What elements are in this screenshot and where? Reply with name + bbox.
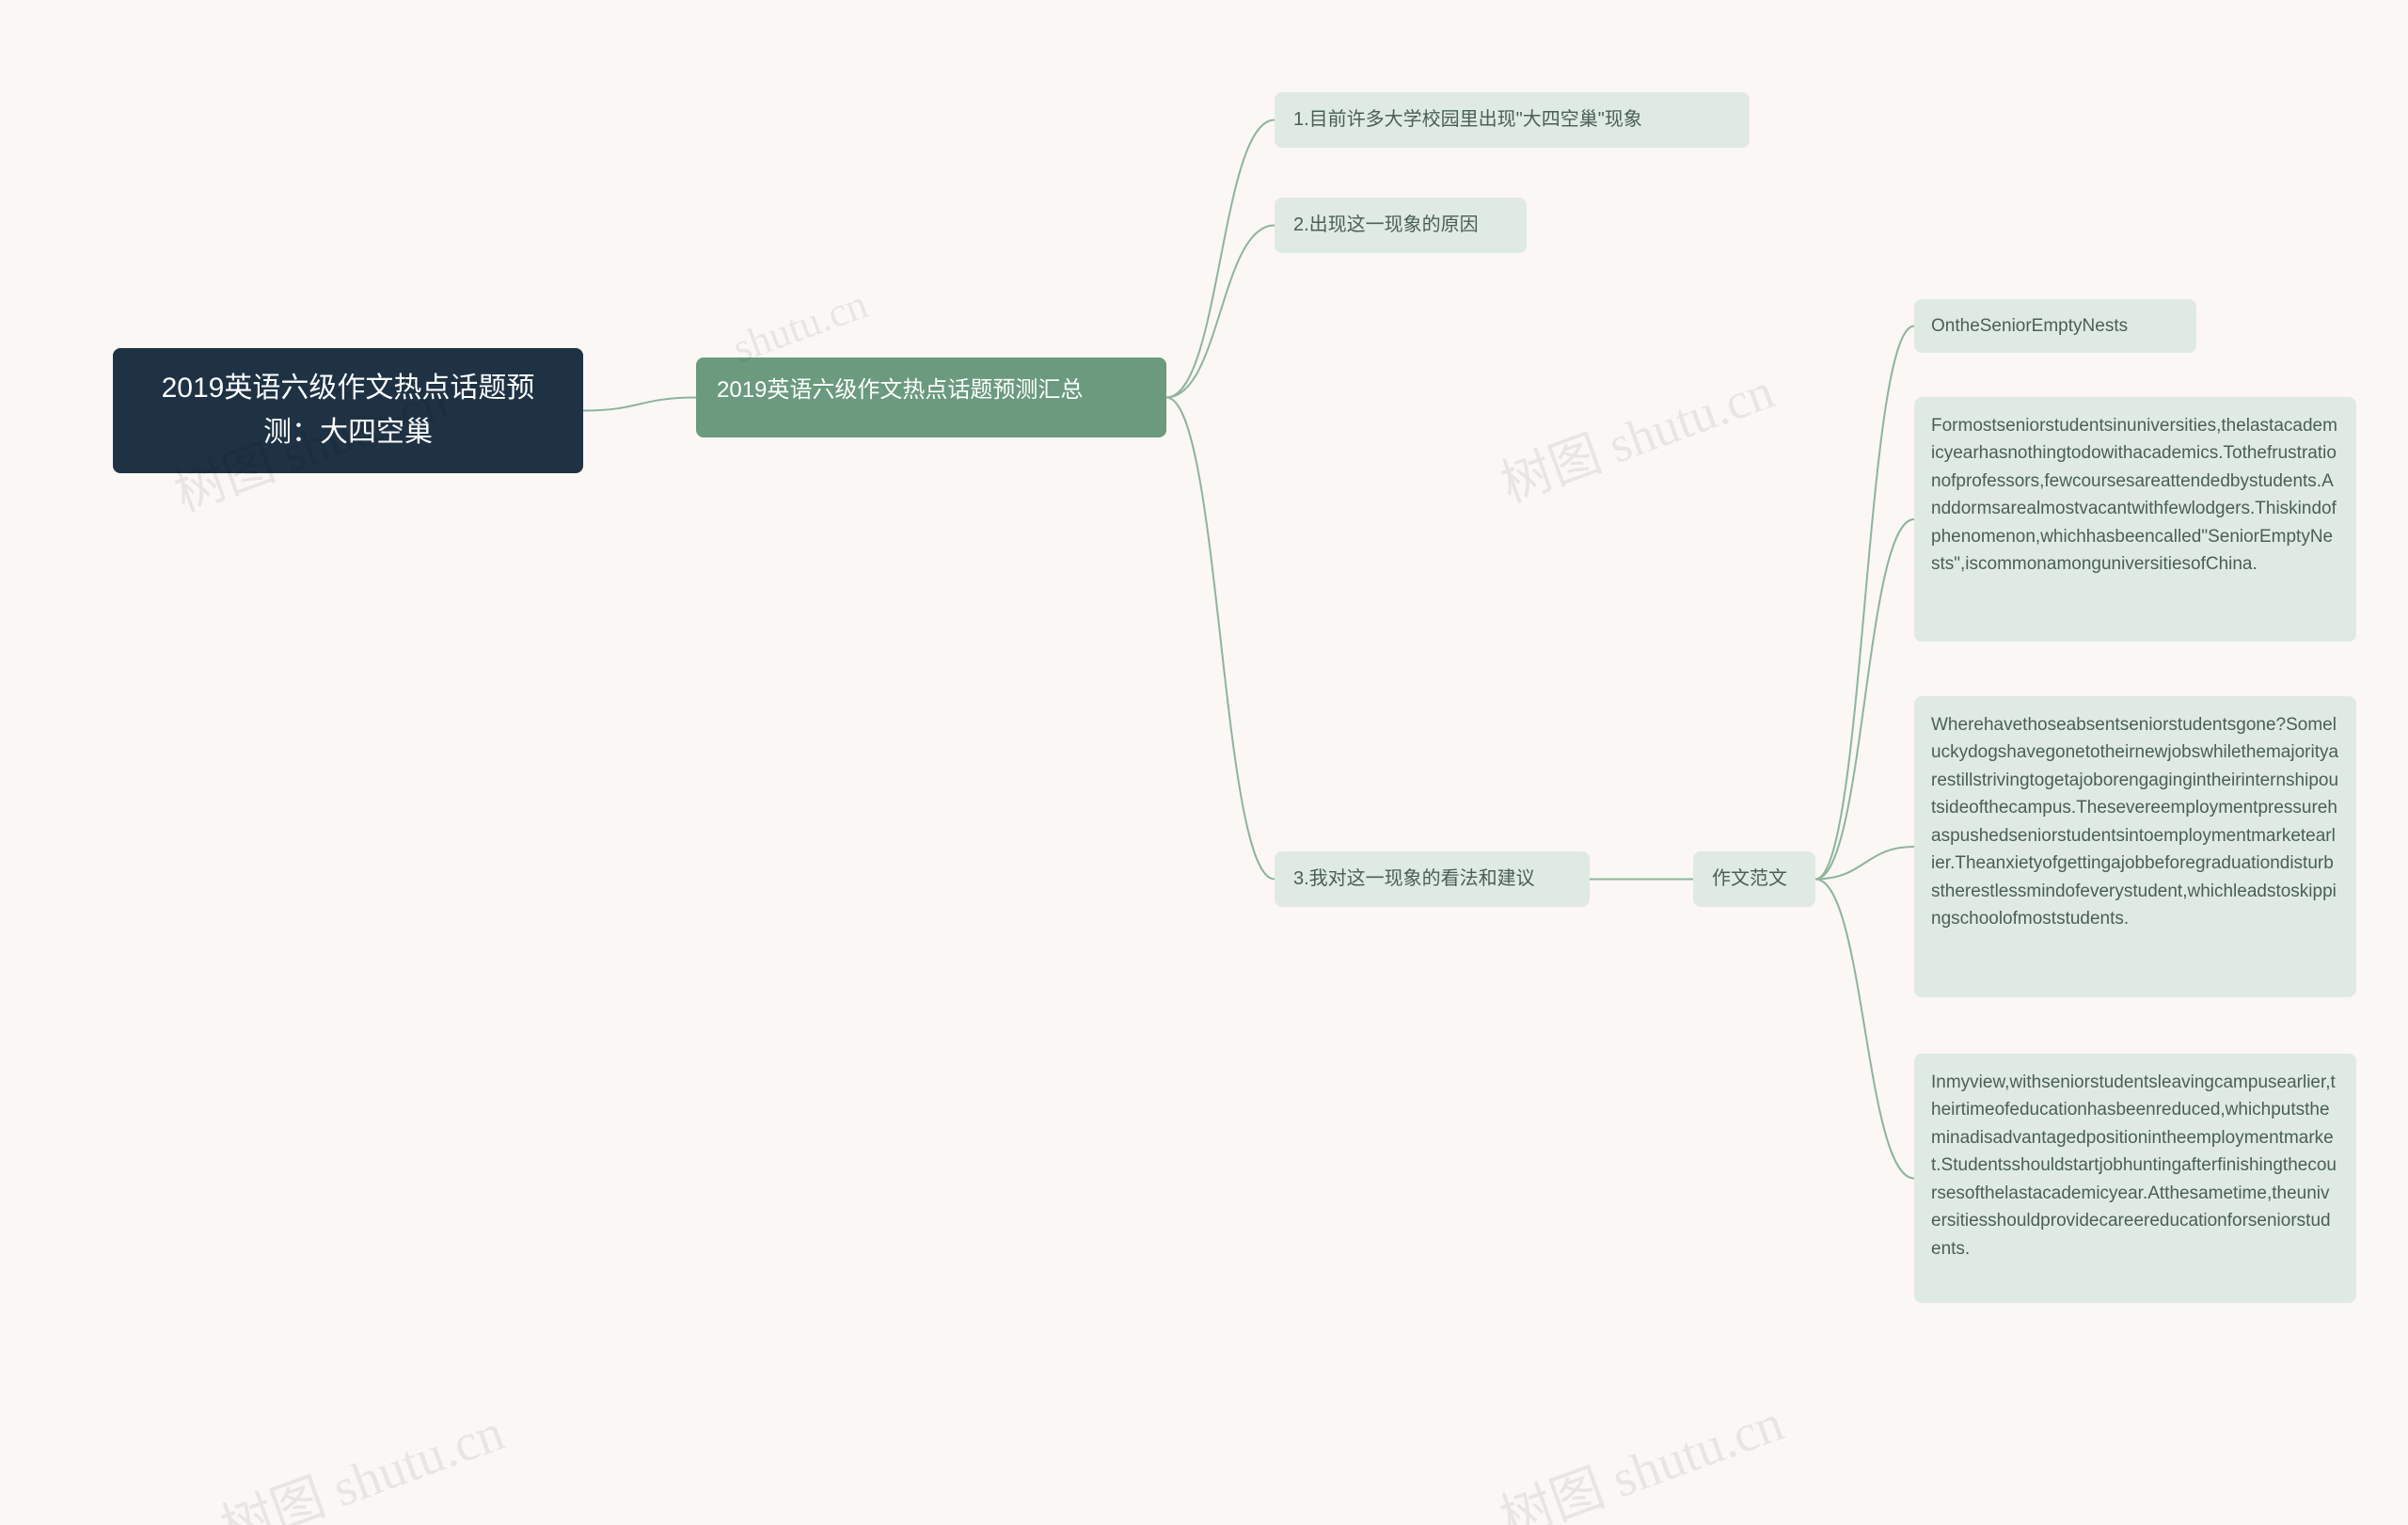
- watermark: 树图 shutu.cn: [209, 1390, 513, 1525]
- essay-para-2-node[interactable]: Wherehavethoseabsentseniorstudentsgone?S…: [1914, 696, 2356, 997]
- child-node-3-text: 3.我对这一现象的看法和建议: [1293, 868, 1535, 889]
- essay-para-1-node[interactable]: Formostseniorstudentsinuniversities,thel…: [1914, 397, 2356, 642]
- child-node-2-text: 2.出现这一现象的原因: [1293, 214, 1479, 235]
- child-node-1[interactable]: 1.目前许多大学校园里出现"大四空巢"现象: [1275, 92, 1750, 148]
- sample-essay-node[interactable]: 作文范文: [1693, 851, 1815, 907]
- edge: [1815, 326, 1914, 880]
- watermark: 树图 shutu.cn: [1488, 1380, 1792, 1525]
- summary-node[interactable]: 2019英语六级作文热点话题预测汇总: [696, 357, 1166, 437]
- edge: [583, 398, 696, 411]
- essay-para-3-text: Inmyview,withseniorstudentsleavingcampus…: [1931, 1072, 2337, 1259]
- root-node[interactable]: 2019英语六级作文热点话题预测：大四空巢: [113, 348, 583, 473]
- essay-para-3-node[interactable]: Inmyview,withseniorstudentsleavingcampus…: [1914, 1054, 2356, 1303]
- edge: [1815, 519, 1914, 880]
- essay-para-1-text: Formostseniorstudentsinuniversities,thel…: [1931, 416, 2337, 574]
- sample-essay-node-text: 作文范文: [1712, 868, 1787, 889]
- child-node-2[interactable]: 2.出现这一现象的原因: [1275, 198, 1527, 253]
- child-node-1-text: 1.目前许多大学校园里出现"大四空巢"现象: [1293, 109, 1642, 130]
- child-node-3[interactable]: 3.我对这一现象的看法和建议: [1275, 851, 1590, 907]
- root-node-text: 2019英语六级作文热点话题预测：大四空巢: [162, 373, 535, 448]
- edge: [1166, 226, 1275, 398]
- mindmap-canvas: 2019英语六级作文热点话题预测：大四空巢 2019英语六级作文热点话题预测汇总…: [0, 0, 2408, 1525]
- edge: [1166, 120, 1275, 398]
- essay-title-node[interactable]: OntheSeniorEmptyNests: [1914, 299, 2196, 353]
- summary-node-text: 2019英语六级作文热点话题预测汇总: [717, 377, 1083, 403]
- edge: [1815, 880, 1914, 1179]
- watermark: 树图 shutu.cn: [1489, 349, 1782, 516]
- essay-title-text: OntheSeniorEmptyNests: [1931, 316, 2128, 336]
- edge: [1815, 847, 1914, 880]
- edge: [1166, 398, 1275, 880]
- essay-para-2-text: Wherehavethoseabsentseniorstudentsgone?S…: [1931, 715, 2338, 929]
